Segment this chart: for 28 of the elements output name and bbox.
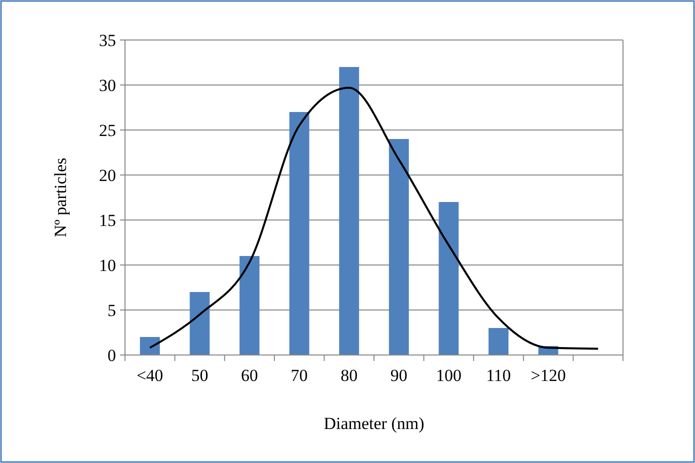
y-tick-label: 0 [108, 346, 116, 365]
x-tick-label: 50 [191, 366, 208, 385]
bar [140, 337, 160, 355]
y-tick-label: 35 [99, 30, 116, 50]
x-tick-label: 80 [340, 366, 358, 385]
bar [488, 328, 508, 355]
line-series [148, 86, 600, 350]
x-tick-label: 100 [436, 366, 462, 385]
y-tick-label: 5 [108, 300, 116, 320]
bar [388, 139, 409, 355]
bar [438, 202, 459, 355]
y-tick-label: 10 [99, 256, 116, 275]
x-axis-title: Diameter (nm) [324, 414, 424, 433]
bar [190, 292, 210, 355]
bar [240, 256, 260, 355]
y-tick-label: 25 [99, 120, 116, 140]
bar [289, 112, 310, 355]
x-tick-label: 90 [390, 366, 408, 385]
y-tick-label: 20 [99, 166, 116, 185]
y-axis-title: Nº particles [51, 158, 70, 238]
x-tick-label: <40 [136, 366, 164, 385]
y-tick-label: 30 [99, 76, 116, 95]
x-tick-label: 70 [290, 366, 308, 385]
x-tick-label: 60 [241, 366, 258, 385]
x-tick-label: >120 [530, 366, 566, 385]
x-tick-label: 110 [486, 366, 511, 385]
bar [339, 67, 360, 355]
y-tick-label: 15 [99, 210, 116, 230]
